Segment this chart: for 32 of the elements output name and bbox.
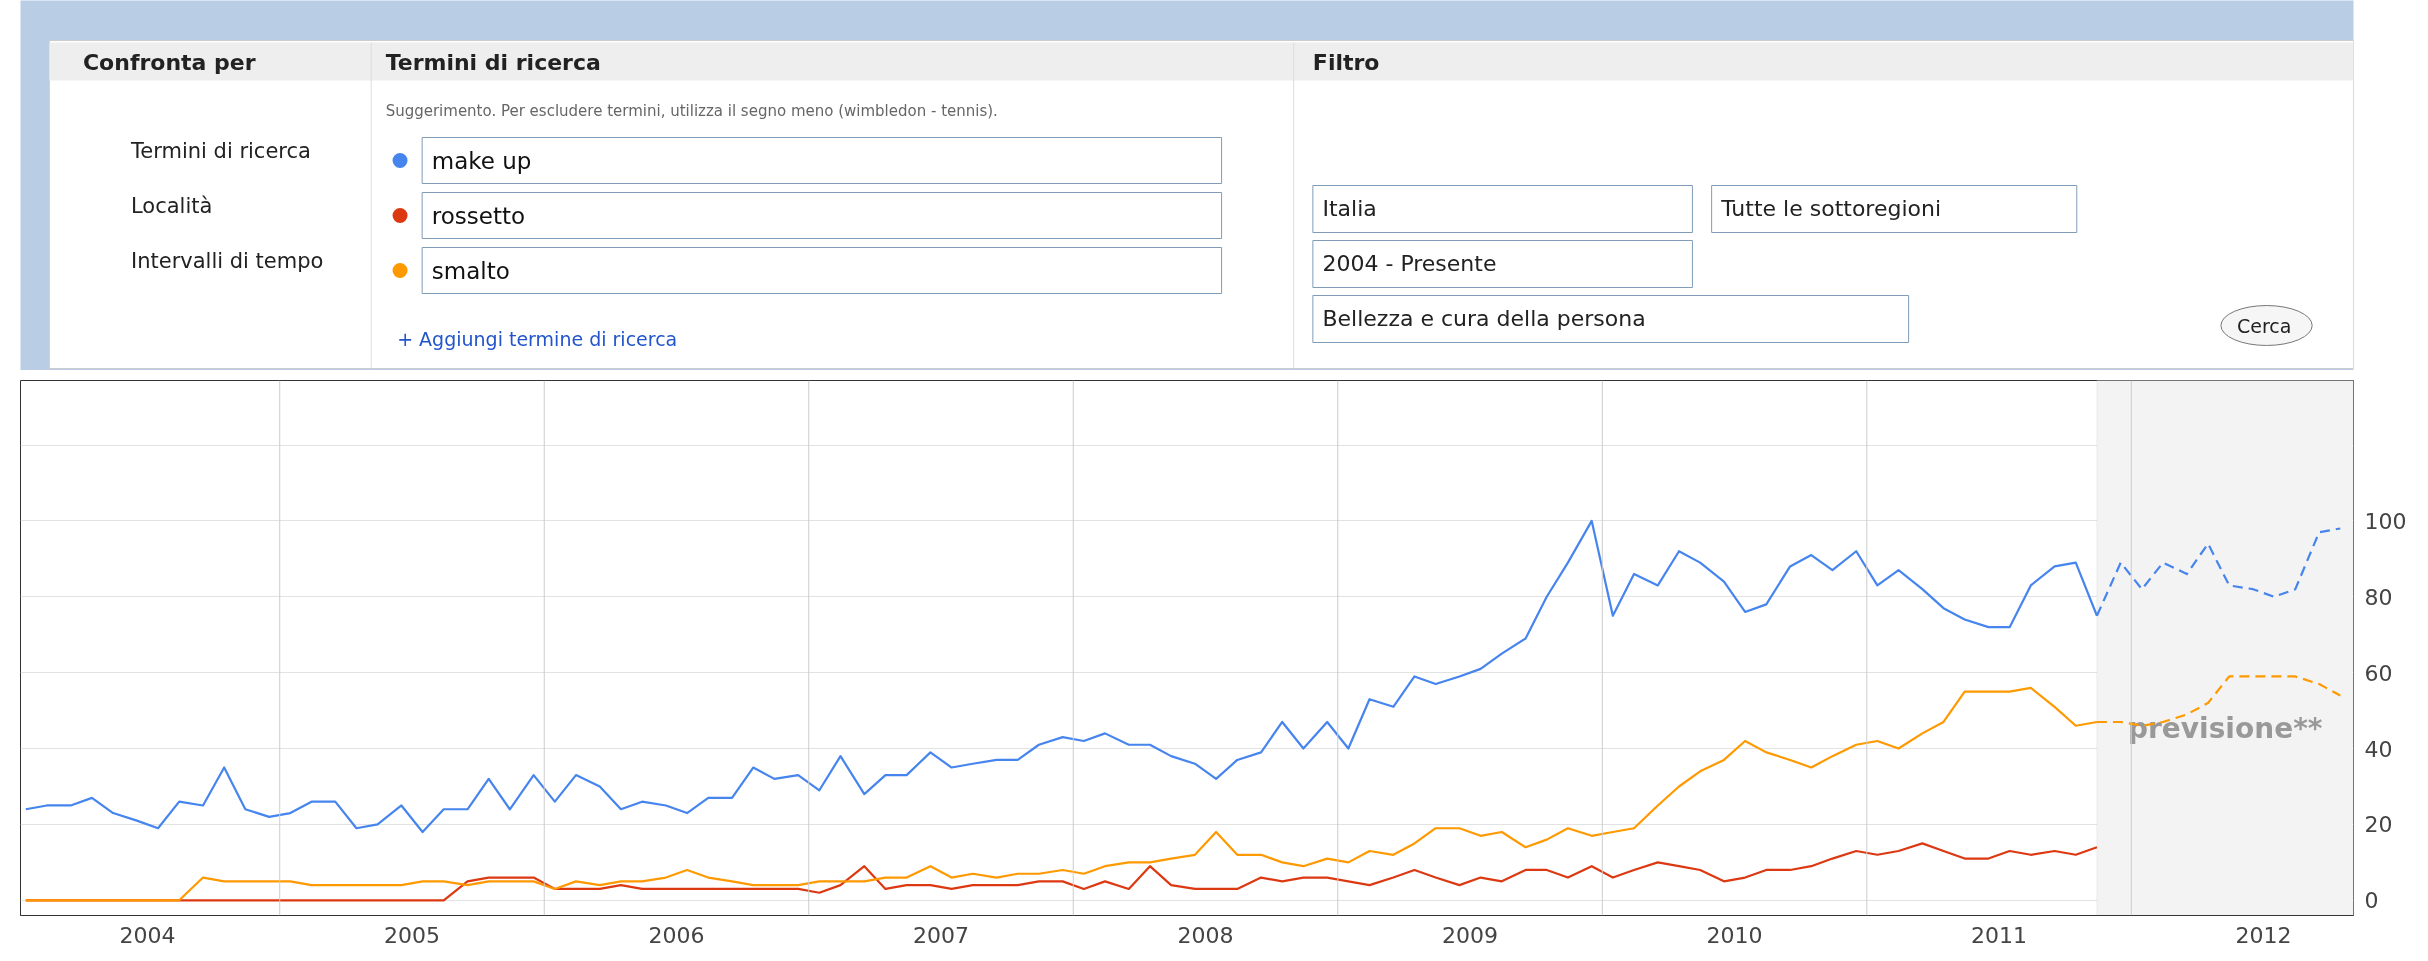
y-tick-label: 80 [2364, 584, 2393, 610]
x-tick-label: 2008 [1177, 922, 1234, 948]
text: Cerca [2236, 314, 2292, 337]
y-tick-label: 60 [2364, 660, 2393, 686]
band-label: previsione** [2128, 711, 2323, 745]
y-tick-label: 100 [2364, 508, 2407, 534]
text: Tutte le sottoregioni [1720, 196, 1942, 221]
text: Termini di ricerca [385, 50, 601, 75]
x-tick-label: 2005 [383, 922, 440, 948]
x-tick-label: 2011 [1971, 922, 2028, 948]
text: Località [131, 193, 213, 218]
x-tick-label: 2012 [2235, 922, 2292, 948]
x-tick-label: 2004 [119, 922, 176, 948]
text: Bellezza e cura della persona [1322, 306, 1646, 331]
legend-label: make up [431, 147, 532, 174]
text: 2004 - Presente [1322, 251, 1497, 276]
legend-label: rossetto [431, 202, 525, 229]
x-tick-label: 2007 [913, 922, 970, 948]
text: Intervalli di tempo [131, 248, 324, 273]
text: Italia [1322, 196, 1377, 221]
x-tick-label: 2009 [1442, 922, 1499, 948]
y-tick-label: 40 [2364, 736, 2393, 762]
text: Termini di ricerca [130, 138, 311, 163]
y-tick-label: 20 [2364, 812, 2393, 838]
y-tick-label: 0 [2364, 888, 2379, 914]
x-tick-label: 2006 [648, 922, 705, 948]
text: Suggerimento. Per escludere termini, utilizza il segno meno (wimbledon - tennis). [385, 101, 998, 120]
x-tick-label: 2010 [1706, 922, 1763, 948]
legend-label: smalto [431, 257, 510, 284]
text: Confronta per [82, 50, 256, 75]
text: Filtro [1312, 50, 1380, 75]
text: + Aggiungi termine di ricerca [397, 327, 678, 350]
